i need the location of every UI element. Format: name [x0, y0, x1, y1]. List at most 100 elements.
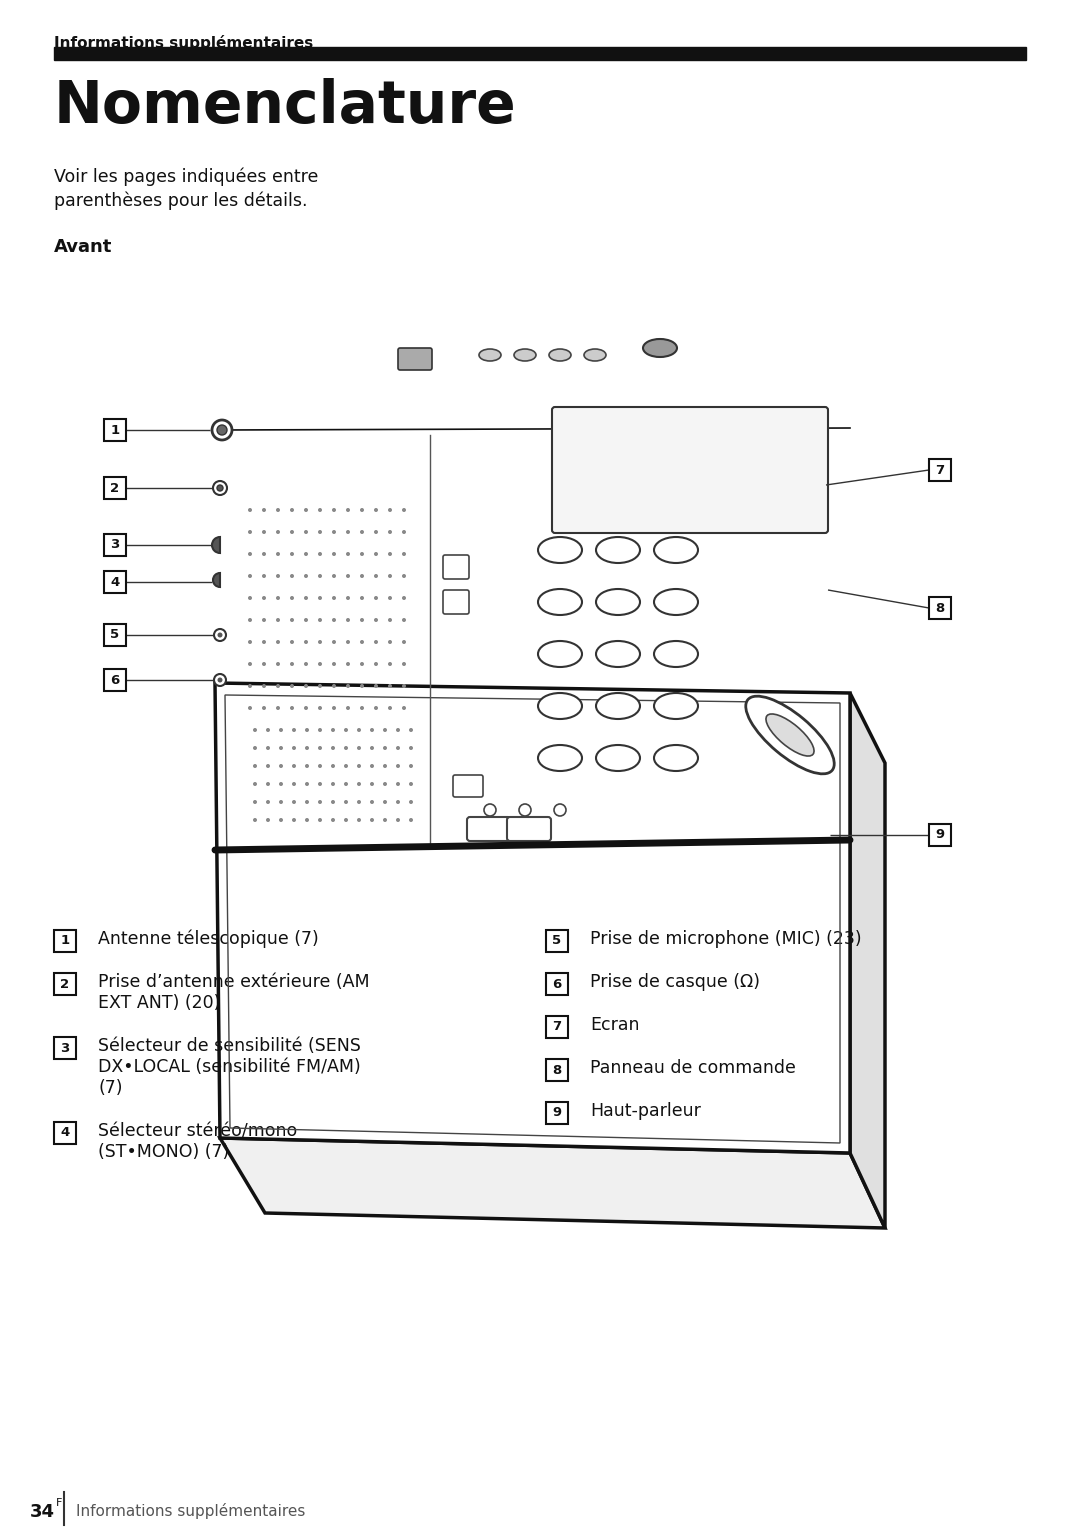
Bar	[104, 477, 126, 500]
Ellipse shape	[584, 350, 606, 360]
Text: 1: 1	[110, 423, 120, 437]
FancyBboxPatch shape	[453, 776, 483, 797]
Ellipse shape	[538, 693, 582, 719]
Circle shape	[374, 618, 378, 622]
Circle shape	[217, 678, 222, 682]
Circle shape	[346, 552, 350, 556]
Circle shape	[383, 800, 387, 803]
Circle shape	[388, 707, 392, 710]
Circle shape	[374, 662, 378, 665]
Circle shape	[374, 552, 378, 556]
Circle shape	[383, 728, 387, 731]
Circle shape	[318, 800, 322, 803]
Bar	[929, 596, 951, 619]
Circle shape	[217, 484, 222, 491]
FancyBboxPatch shape	[443, 590, 469, 615]
Circle shape	[305, 763, 309, 768]
Circle shape	[388, 639, 392, 644]
Text: 5: 5	[110, 629, 120, 641]
Circle shape	[318, 728, 322, 731]
Text: 34: 34	[30, 1502, 55, 1521]
Circle shape	[262, 596, 266, 599]
Circle shape	[357, 747, 361, 750]
Ellipse shape	[643, 339, 677, 357]
Circle shape	[330, 728, 335, 731]
Text: 8: 8	[552, 1064, 562, 1076]
Bar	[929, 825, 951, 846]
Circle shape	[360, 573, 364, 578]
Circle shape	[360, 639, 364, 644]
Circle shape	[396, 819, 400, 822]
Circle shape	[346, 639, 350, 644]
Circle shape	[357, 782, 361, 786]
Circle shape	[253, 819, 257, 822]
Circle shape	[248, 507, 252, 512]
Circle shape	[248, 684, 252, 688]
Circle shape	[291, 639, 294, 644]
FancyBboxPatch shape	[507, 817, 551, 842]
Circle shape	[332, 618, 336, 622]
Circle shape	[253, 782, 257, 786]
Circle shape	[360, 684, 364, 688]
Circle shape	[279, 800, 283, 803]
Circle shape	[374, 596, 378, 599]
Text: Haut-parleur: Haut-parleur	[590, 1102, 701, 1121]
Circle shape	[291, 707, 294, 710]
Circle shape	[402, 707, 406, 710]
Circle shape	[248, 618, 252, 622]
Circle shape	[388, 507, 392, 512]
Circle shape	[217, 633, 222, 638]
Circle shape	[318, 596, 322, 599]
Ellipse shape	[514, 350, 536, 360]
Text: (7): (7)	[98, 1079, 122, 1098]
Circle shape	[409, 747, 413, 750]
Circle shape	[303, 662, 308, 665]
Circle shape	[332, 507, 336, 512]
Circle shape	[303, 618, 308, 622]
Circle shape	[370, 747, 374, 750]
Circle shape	[370, 763, 374, 768]
Circle shape	[291, 662, 294, 665]
Circle shape	[266, 728, 270, 731]
Ellipse shape	[538, 537, 582, 563]
Circle shape	[330, 763, 335, 768]
Text: 8: 8	[935, 601, 945, 615]
FancyBboxPatch shape	[467, 817, 511, 842]
Circle shape	[318, 819, 322, 822]
Circle shape	[383, 763, 387, 768]
Circle shape	[360, 596, 364, 599]
Circle shape	[330, 782, 335, 786]
Circle shape	[346, 573, 350, 578]
Circle shape	[318, 684, 322, 688]
Circle shape	[332, 639, 336, 644]
Circle shape	[253, 763, 257, 768]
Circle shape	[253, 747, 257, 750]
Circle shape	[262, 618, 266, 622]
Text: 9: 9	[935, 828, 945, 842]
Circle shape	[332, 552, 336, 556]
Text: 3: 3	[110, 538, 120, 552]
Circle shape	[266, 747, 270, 750]
Bar	[104, 533, 126, 556]
Circle shape	[279, 819, 283, 822]
Text: parenthèses pour les détails.: parenthèses pour les détails.	[54, 192, 308, 210]
Text: 5: 5	[553, 935, 562, 947]
Circle shape	[318, 782, 322, 786]
Text: Antenne télescopique (7): Antenne télescopique (7)	[98, 931, 319, 949]
Circle shape	[345, 728, 348, 731]
Circle shape	[318, 662, 322, 665]
Text: Avant: Avant	[54, 238, 112, 256]
Circle shape	[276, 618, 280, 622]
Circle shape	[262, 530, 266, 533]
Circle shape	[318, 618, 322, 622]
Circle shape	[374, 684, 378, 688]
Circle shape	[262, 507, 266, 512]
Circle shape	[291, 530, 294, 533]
Circle shape	[279, 747, 283, 750]
Circle shape	[291, 596, 294, 599]
Circle shape	[345, 747, 348, 750]
Circle shape	[388, 684, 392, 688]
Circle shape	[360, 618, 364, 622]
Bar	[54, 1122, 76, 1144]
Circle shape	[374, 530, 378, 533]
